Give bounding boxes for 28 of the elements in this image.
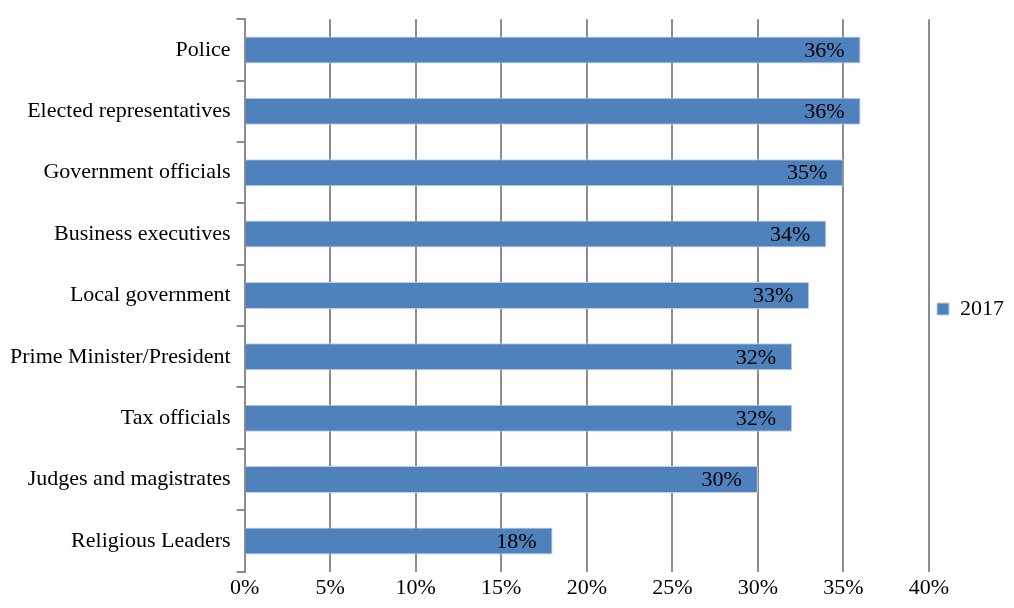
data-label: 32%: [735, 404, 777, 430]
y-tick-label: Elected representatives: [27, 97, 231, 123]
x-tick-label: 0%: [229, 573, 260, 599]
x-tick-label: 40%: [908, 573, 950, 599]
x-tick-label: 35%: [823, 573, 864, 599]
y-tick-label: Government officials: [43, 158, 231, 184]
data-label: 35%: [787, 159, 828, 185]
x-tick-label: 25%: [652, 573, 693, 599]
x-tick-label: 20%: [566, 573, 607, 599]
y-tick-label: Tax officials: [120, 403, 231, 429]
data-label: 33%: [752, 282, 794, 308]
data-label: 32%: [735, 343, 777, 369]
data-label: 30%: [701, 466, 742, 492]
legend-label: 2017: [960, 294, 1004, 320]
x-tick-label: 5%: [315, 573, 345, 599]
y-tick-label: Religious Leaders: [71, 526, 231, 552]
data-label: 36%: [804, 98, 845, 124]
x-tick-label: 30%: [737, 573, 779, 599]
y-tick-label: Business executives: [54, 219, 231, 245]
data-label: 18%: [496, 527, 537, 553]
data-label: 36%: [804, 36, 845, 62]
x-tick-label: 10%: [395, 573, 436, 599]
y-tick-label: Judges and magistrates: [27, 465, 231, 491]
x-tick-label: 15%: [481, 573, 522, 599]
y-tick-label: Prime Minister/President: [10, 342, 231, 368]
y-tick-label: Police: [175, 35, 231, 61]
y-tick-label: Local government: [69, 281, 231, 307]
data-label: 34%: [770, 220, 811, 246]
